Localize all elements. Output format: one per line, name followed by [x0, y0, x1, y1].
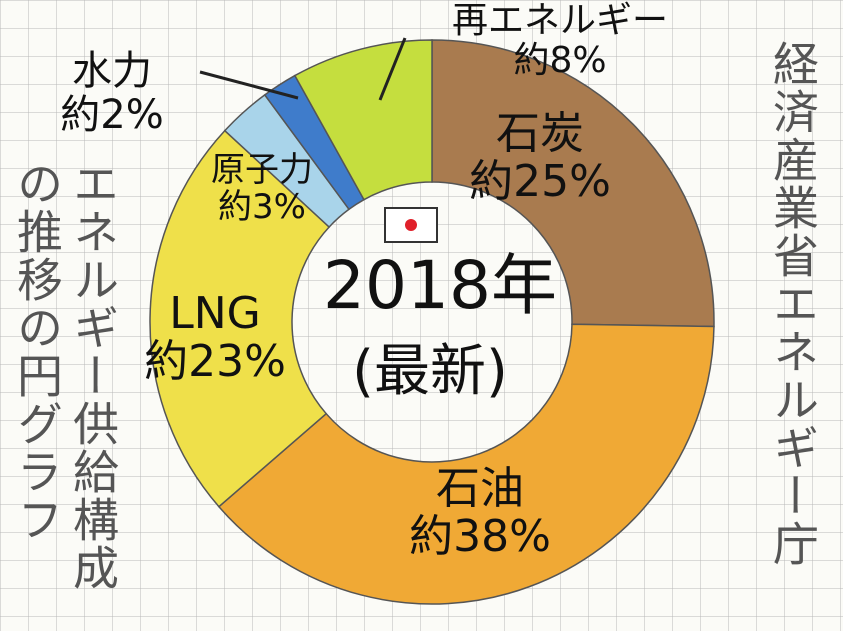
segment-label: 水力 — [72, 48, 152, 94]
segment-label: LNG — [169, 288, 261, 339]
donut-segment — [149, 129, 331, 508]
value-label: 約2% — [60, 92, 163, 138]
segment-label: 原子力 — [211, 150, 313, 190]
leader-line — [199, 70, 299, 100]
donut-segment — [217, 323, 715, 605]
value-label: 約3% — [218, 187, 306, 227]
center-subtitle: (最新) — [352, 339, 508, 404]
value-label: 約38% — [409, 511, 551, 562]
center-title: 2018年 — [323, 247, 557, 324]
side-title: エネルギー供給構成 — [66, 160, 120, 592]
leader-line — [378, 37, 407, 101]
segment-label: 石炭 — [496, 108, 584, 159]
source-note: 経済産業省エネルギー庁 — [766, 40, 820, 568]
value-label: 約25% — [469, 156, 611, 207]
segment-label: 石油 — [436, 463, 524, 514]
donut-segment — [431, 39, 715, 328]
value-label: 約8% — [513, 40, 606, 81]
flag-dot — [405, 219, 417, 231]
segment-label: 再エネルギー — [452, 0, 668, 41]
donut-segment — [293, 39, 433, 201]
side-title: の推移の円グラフ — [10, 160, 64, 544]
donut — [149, 39, 715, 605]
value-label: 約23% — [144, 336, 286, 387]
